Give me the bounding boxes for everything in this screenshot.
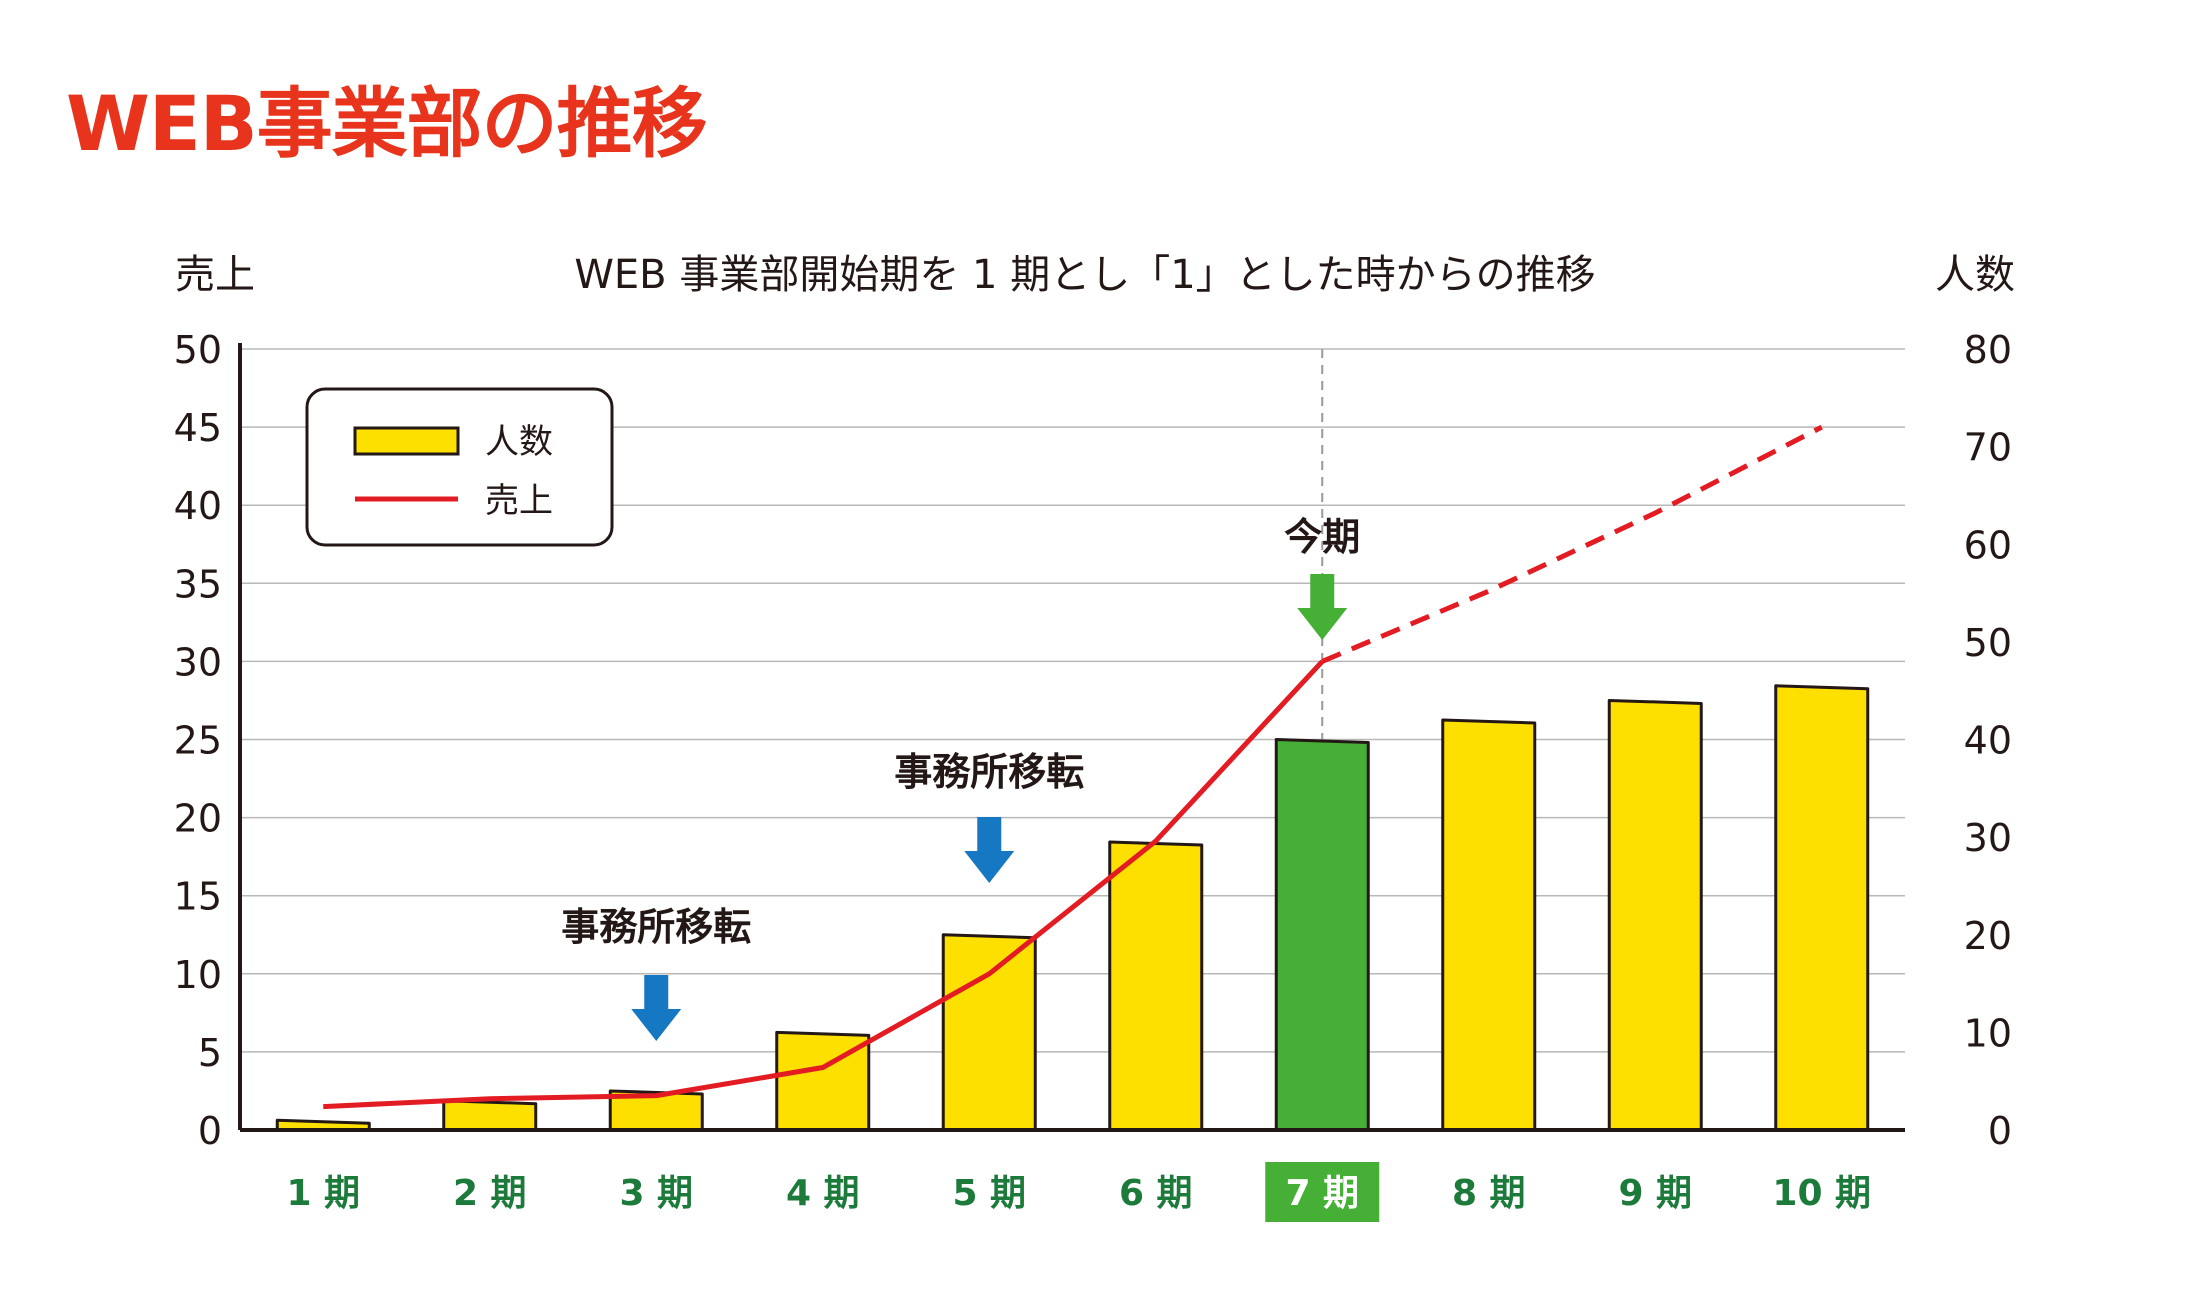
y-left-tick-label: 15 <box>174 875 222 919</box>
x-tick-label: 2 期 <box>453 1173 527 1214</box>
x-tick-label: 1 期 <box>286 1173 360 1214</box>
bar-8 <box>1441 718 1537 1132</box>
y-left-tick-labels: 0 5 10 15 20 25 30 35 40 45 50 <box>174 328 222 1153</box>
x-tick-label: 5 期 <box>952 1173 1026 1214</box>
y-left-tick-label: 10 <box>174 953 222 997</box>
y-left-tick-label: 35 <box>174 562 222 606</box>
y-left-axis-label: 売上 <box>175 252 255 298</box>
bar-2 <box>442 1099 538 1132</box>
y-left-tick-label: 5 <box>198 1031 222 1075</box>
y-left-tick-label: 40 <box>174 484 222 528</box>
sales-line <box>323 424 1823 1110</box>
legend-box <box>305 387 614 547</box>
y-right-tick-label: 0 <box>1988 1109 2012 1153</box>
y-right-tick-label: 80 <box>1964 328 2012 372</box>
y-right-axis-label: 人数 <box>1935 252 2015 298</box>
chart-title: WEB 事業部開始期を 1 期とし「1」とした時からの推移 <box>574 252 1595 298</box>
x-tick-label: 9 期 <box>1618 1173 1692 1214</box>
x-tick-label: 6 期 <box>1119 1173 1193 1214</box>
legend-bar-label: 人数 <box>485 422 553 462</box>
x-tick-label: 4 期 <box>786 1173 860 1214</box>
y-left-tick-label: 50 <box>174 328 222 372</box>
legend: 人数 売上 <box>305 387 614 547</box>
down-arrow-icon <box>1297 574 1348 640</box>
y-right-tick-label: 20 <box>1964 914 2012 958</box>
x-tick-label: 8 期 <box>1452 1173 1526 1214</box>
y-left-tick-label: 45 <box>174 406 222 450</box>
bar-5 <box>941 933 1037 1132</box>
sales-line-projected <box>1321 424 1823 664</box>
x-tick-labels: 1 期 2 期 3 期 4 期 5 期 6 期 7 期 8 期 9 期 10 期 <box>286 1162 1871 1222</box>
legend-bar-swatch <box>353 426 460 456</box>
annotation-label: 事務所移転 <box>894 750 1084 794</box>
legend-line-label: 売上 <box>485 481 553 521</box>
y-right-tick-label: 40 <box>1964 719 2012 763</box>
y-left-tick-label: 25 <box>174 719 222 763</box>
y-right-tick-label: 50 <box>1964 621 2012 665</box>
y-right-tick-label: 10 <box>1964 1011 2012 1055</box>
y-right-tick-label: 70 <box>1964 426 2012 470</box>
down-arrow-icon <box>964 817 1015 883</box>
annotation-label: 今期 <box>1284 515 1360 559</box>
x-tick-label: 3 期 <box>619 1173 693 1214</box>
bar-10 <box>1774 684 1870 1132</box>
y-right-tick-labels: 0 10 20 30 40 50 60 70 80 <box>1964 328 2012 1153</box>
y-left-tick-label: 0 <box>198 1109 222 1153</box>
y-left-tick-label: 30 <box>174 640 222 684</box>
x-tick-label: 10 期 <box>1772 1173 1871 1214</box>
down-arrow-icon <box>631 975 682 1041</box>
y-left-tick-label: 20 <box>174 797 222 841</box>
y-right-tick-label: 60 <box>1964 523 2012 567</box>
x-tick-label: 7 期 <box>1285 1173 1359 1214</box>
bar-9 <box>1607 698 1703 1132</box>
current-period-label-bg <box>1265 1162 1380 1222</box>
annotation-label: 事務所移転 <box>561 905 751 949</box>
sales-line-actual <box>323 659 1325 1110</box>
axes <box>238 343 1905 1132</box>
bar-6 <box>1108 840 1204 1132</box>
bar-7 <box>1274 738 1370 1132</box>
y-right-tick-label: 30 <box>1964 816 2012 860</box>
bars <box>275 684 1870 1132</box>
page-title: WEB事業部の推移 <box>66 79 708 168</box>
